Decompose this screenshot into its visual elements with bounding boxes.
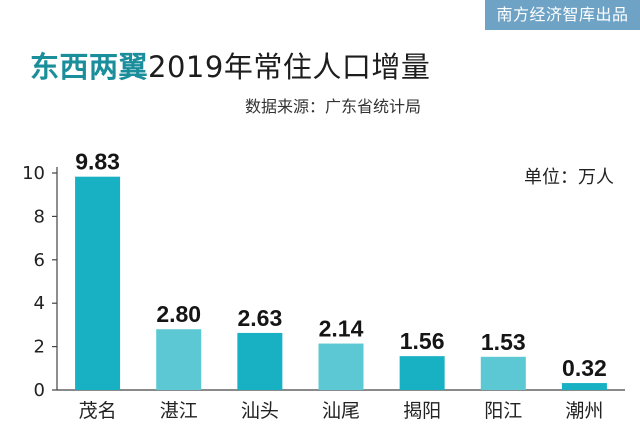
bar (237, 332, 283, 390)
bar-value-label: 9.83 (75, 149, 120, 175)
y-tick-label: 8 (34, 206, 45, 227)
title-rest: 2019年常住人口增量 (148, 50, 431, 84)
title-accent: 东西两翼 (30, 50, 149, 84)
category-label: 湛江 (160, 400, 198, 422)
y-tick-label: 0 (34, 380, 45, 401)
bar (561, 383, 607, 390)
category-label: 阳江 (484, 400, 522, 422)
brand-badge: 南方经济智库出品 (485, 0, 640, 30)
bar-value-label: 2.14 (319, 316, 364, 342)
y-tick-label: 4 (34, 293, 45, 314)
bar (480, 356, 526, 390)
bar-value-label: 1.56 (400, 328, 445, 354)
category-label: 汕尾 (322, 400, 360, 422)
bar (318, 343, 364, 390)
bar-value-label: 1.53 (481, 329, 526, 355)
category-label: 揭阳 (403, 400, 441, 422)
bar (156, 329, 202, 390)
category-label: 茂名 (79, 400, 117, 422)
y-tick-label: 2 (34, 337, 45, 358)
y-tick-label: 6 (34, 250, 45, 271)
category-label: 潮州 (565, 400, 603, 422)
data-source: 数据来源：广东省统计局 (245, 97, 422, 116)
bar-value-label: 2.80 (156, 301, 201, 327)
bar (399, 356, 445, 390)
chart-title: 东西两翼2019年常住人口增量 (30, 44, 430, 86)
unit-label: 单位：万人 (524, 167, 614, 188)
bar (75, 176, 121, 390)
bar-value-label: 0.32 (562, 355, 607, 381)
y-tick-label: 10 (22, 163, 45, 184)
category-label: 汕头 (241, 400, 279, 422)
bar-value-label: 2.63 (237, 305, 282, 331)
